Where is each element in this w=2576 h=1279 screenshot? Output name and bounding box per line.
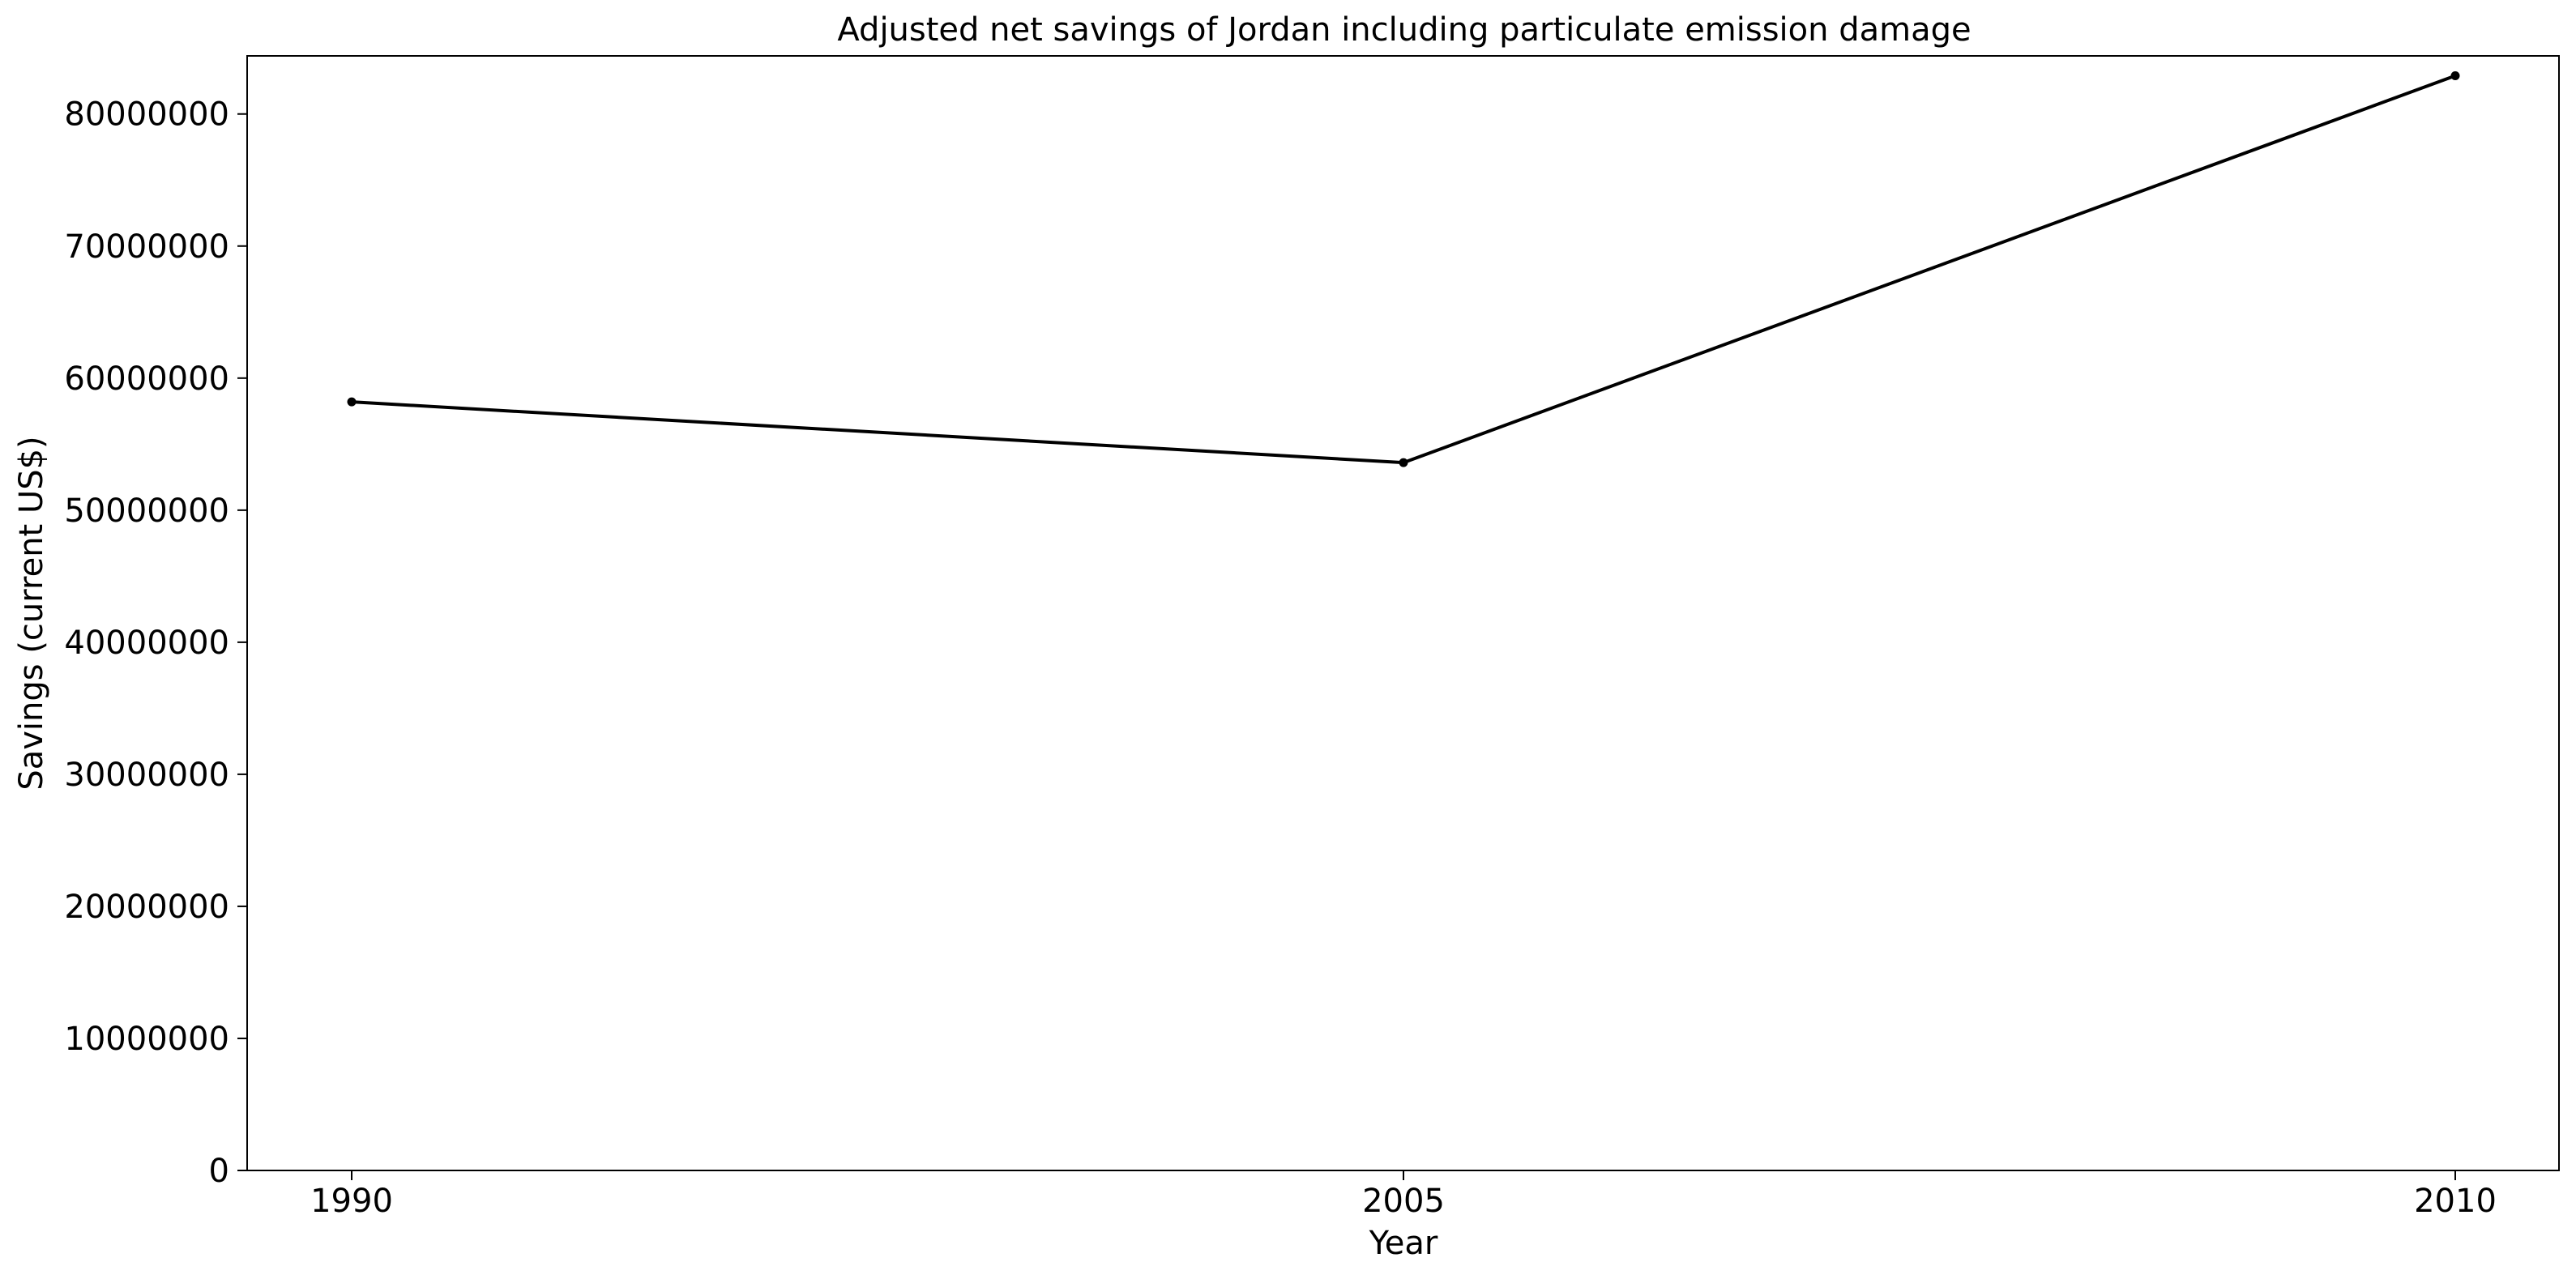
y-tick-label: 10000000 bbox=[64, 1021, 229, 1058]
x-axis-ticks: 1990 2005 2010 bbox=[310, 1170, 2497, 1220]
y-tick-label: 50000000 bbox=[64, 492, 229, 530]
y-tick-label: 70000000 bbox=[64, 228, 229, 266]
y-axis-ticks: 0 10000000 20000000 30000000 40000000 5000000… bbox=[64, 96, 247, 1190]
x-tick-label: 2005 bbox=[1362, 1183, 1445, 1220]
y-tick-label: 30000000 bbox=[64, 757, 229, 794]
x-tick-label: 1990 bbox=[310, 1183, 393, 1220]
y-tick-label: 0 bbox=[209, 1153, 229, 1190]
y-tick-label: 40000000 bbox=[64, 625, 229, 662]
y-tick-label: 20000000 bbox=[64, 889, 229, 926]
data-point bbox=[1399, 458, 1408, 467]
x-tick-label: 2010 bbox=[2414, 1183, 2497, 1220]
chart-title: Adjusted net savings of Jordan including… bbox=[837, 11, 1971, 49]
data-point bbox=[347, 397, 357, 407]
series-layer bbox=[347, 70, 2460, 467]
y-tick-label: 80000000 bbox=[64, 96, 229, 134]
data-point bbox=[2450, 70, 2460, 80]
y-axis-label: Savings (current US$) bbox=[13, 436, 50, 790]
x-axis-label: Year bbox=[1369, 1225, 1438, 1262]
y-tick-label: 60000000 bbox=[64, 360, 229, 398]
plot-area-frame bbox=[246, 55, 2560, 1171]
